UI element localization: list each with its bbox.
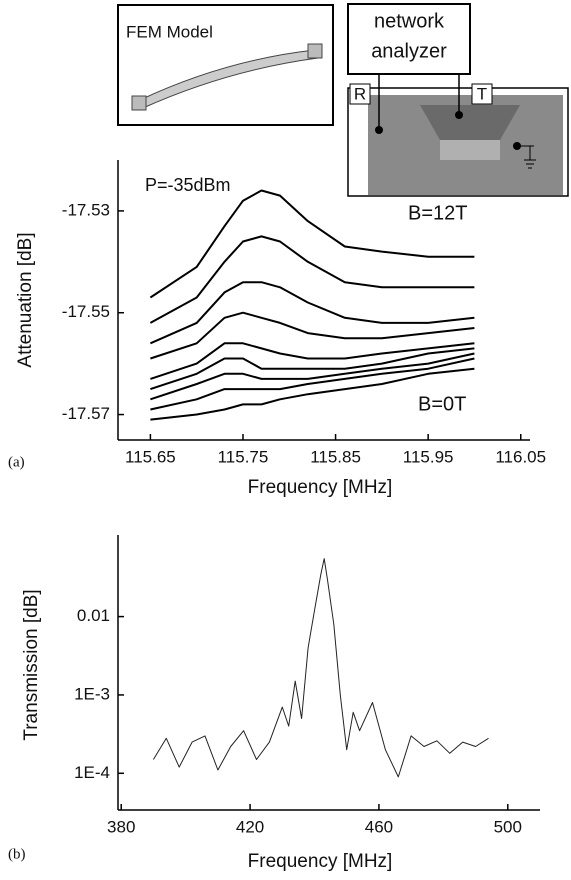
data-line	[150, 357, 475, 411]
annotation: B=0T	[418, 393, 466, 415]
port-label: R	[354, 84, 366, 103]
fem-anchor	[307, 43, 323, 59]
y-tick-label: 1E-4	[74, 763, 110, 782]
data-line	[152, 558, 489, 778]
x-tick-label: 116.05	[495, 447, 546, 466]
fem-anchor	[131, 95, 147, 111]
analyzer-label: analyzer	[371, 40, 447, 62]
contact	[455, 111, 463, 119]
y-axis-label: Transmission [dB]	[21, 589, 42, 740]
x-tick-label: 420	[236, 817, 264, 836]
y-tick-label: 1E-3	[74, 684, 110, 703]
y-axis-label: Attenuation [dB]	[15, 232, 36, 367]
y-tick-label: -17.55	[62, 302, 110, 321]
data-line	[149, 235, 475, 324]
analyzer-box	[347, 3, 471, 75]
panel-label: (b)	[8, 846, 26, 862]
y-tick-label: -17.57	[62, 404, 110, 423]
port-label: T	[477, 84, 487, 103]
annotation: P=-35dBm	[145, 175, 231, 195]
x-tick-label: 380	[107, 817, 135, 836]
panel-label: (a)	[8, 454, 25, 470]
contact	[375, 126, 383, 134]
fem-inset	[117, 4, 334, 126]
data-line	[150, 311, 475, 360]
data-line	[150, 347, 475, 391]
data-line	[150, 352, 475, 401]
sem-beam	[420, 105, 520, 140]
port-box	[349, 83, 371, 105]
x-tick-label: 460	[365, 817, 393, 836]
x-tick-label: 500	[494, 817, 522, 836]
sem-bridge	[440, 140, 500, 160]
y-tick-label: -17.53	[62, 200, 110, 219]
x-tick-label: 115.75	[218, 447, 269, 466]
y-tick-label: 0.01	[77, 606, 110, 625]
ground	[517, 145, 536, 169]
data-line	[149, 281, 475, 345]
x-tick-label: 115.65	[125, 447, 176, 466]
x-tick-label: 115.95	[403, 447, 454, 466]
x-tick-label: 115.85	[310, 447, 361, 466]
x-axis-label: Frequency [MHz]	[248, 477, 393, 498]
data-line	[150, 367, 475, 421]
data-line	[149, 189, 475, 299]
x-axis-label: Frequency [MHz]	[248, 851, 393, 872]
data-line	[150, 342, 475, 380]
annotation: B=12T	[408, 202, 467, 224]
fem-label: FEM Model	[126, 22, 213, 41]
analyzer-label: network	[374, 10, 445, 32]
port-box	[471, 83, 493, 105]
